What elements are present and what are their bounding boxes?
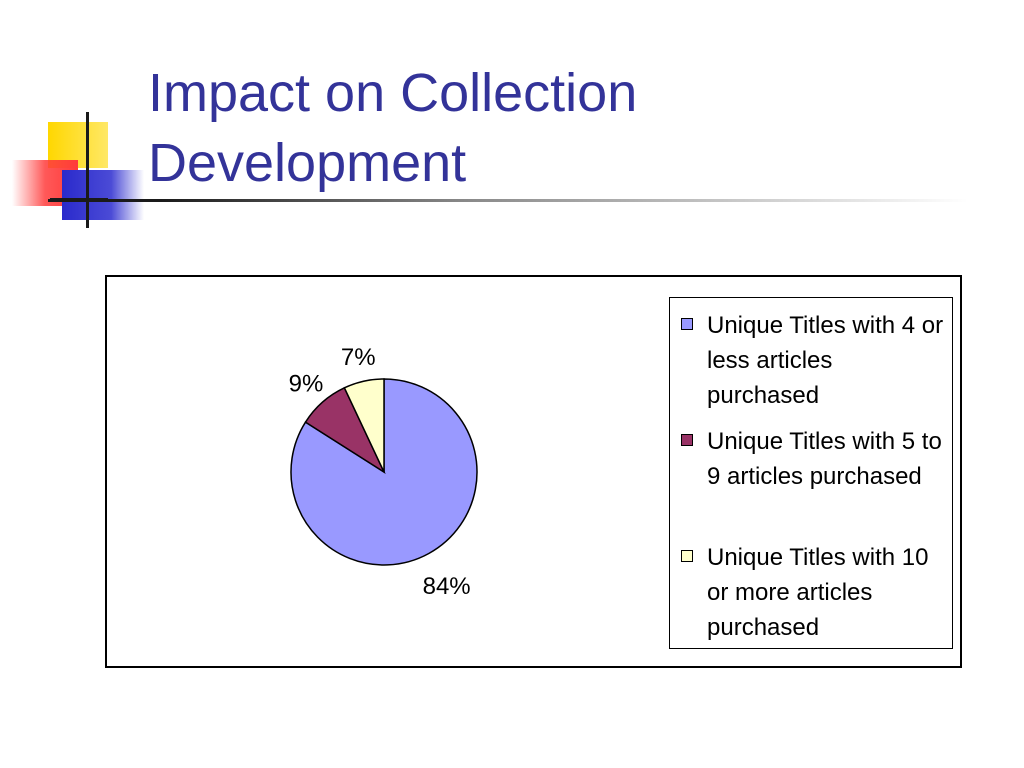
chart-frame: 84% 9% 7% Unique Titles with 4 or less art… bbox=[105, 275, 962, 668]
slide-title: Impact on Collection Development bbox=[148, 58, 908, 198]
logo-mark-icon bbox=[10, 108, 150, 233]
pie-data-label: 9% bbox=[289, 370, 324, 397]
legend-label: Unique Titles with 5 to 9 articles purch… bbox=[707, 428, 942, 490]
slide-title-line-1: Impact on Collection bbox=[148, 63, 638, 123]
legend-label: Unique Titles with 10 or more articles p… bbox=[707, 544, 929, 641]
pie-chart: 84% 9% 7% bbox=[289, 344, 478, 600]
title-underline bbox=[48, 199, 968, 202]
pie-data-label: 84% bbox=[423, 573, 471, 600]
legend-swatch bbox=[681, 550, 693, 562]
legend-swatch bbox=[681, 434, 693, 446]
chart-legend: Unique Titles with 4 or less articles pu… bbox=[669, 297, 953, 649]
pie-slice bbox=[343, 378, 385, 473]
legend-label: Unique Titles with 4 or less articles pu… bbox=[707, 312, 944, 409]
pie-data-label: 7% bbox=[341, 344, 376, 371]
legend-swatch bbox=[681, 318, 693, 330]
slide-title-line-2: Development bbox=[148, 133, 467, 193]
